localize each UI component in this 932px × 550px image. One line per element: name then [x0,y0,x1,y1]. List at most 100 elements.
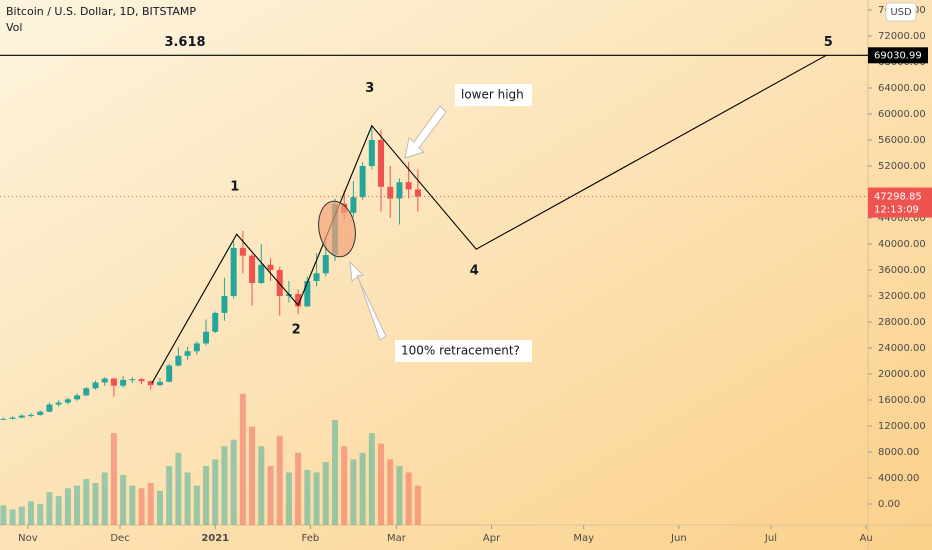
wave-label: 5 [824,35,833,50]
level-label: 69030.99 [874,50,922,61]
volume-bar [368,433,375,525]
volume-bar [414,485,421,525]
volume-bar [184,472,191,525]
y-tick-label: 20000.00 [878,369,926,380]
candle-body [129,379,136,381]
y-tick-label: 24000.00 [878,343,926,354]
currency-badge[interactable] [885,2,917,22]
volume-bar [46,492,53,525]
x-tick-label: Jul [764,533,777,544]
candle-body [101,378,108,383]
x-tick-label: Apr [483,533,501,544]
candle-body [239,247,246,256]
volume-bar [341,446,348,525]
candle-body [212,312,219,332]
candle-body [304,281,311,307]
candle-body [175,355,182,366]
volume-bar [396,465,403,525]
y-tick-label: 4000.00 [878,473,919,484]
y-tick-label: 44000.00 [878,213,926,224]
volume-bar [203,465,210,525]
volume-bar [285,472,292,525]
level-tag [868,47,928,64]
volume-bar [295,452,302,525]
volume-bar [313,472,320,525]
callout-text: 100% retracement? [401,344,520,358]
wave-label: 3 [365,81,374,96]
volume-bar [193,485,200,525]
candle-body [28,414,35,416]
volume-bar [331,420,338,525]
candle-body [0,418,7,420]
candle-body [138,379,145,382]
y-tick-label: 12000.00 [878,421,926,432]
volume-bar [120,475,127,525]
candle-body [55,402,62,405]
volume-bar [18,506,25,525]
y-tick-label: 36000.00 [878,265,926,276]
y-tick-label: 32000.00 [878,291,926,302]
volume-bar [221,446,228,525]
arrow [349,260,387,341]
candle-body [414,189,421,197]
candle-body [92,382,99,389]
volume-bar [147,483,154,525]
wave-label: 4 [470,264,479,279]
y-tick-label: 16000.00 [878,395,926,406]
candle-body [110,378,117,386]
candle-body [295,294,302,307]
candle-body [184,351,191,356]
candle-body [350,197,357,213]
x-tick-label: Mar [387,533,407,544]
y-tick-label: 64000.00 [878,83,926,94]
volume-bar [304,469,311,525]
callout-box [395,340,532,362]
volume-bar [110,433,117,525]
x-tick-label: 2021 [201,533,229,544]
candle-body [258,264,265,283]
volume-bar [74,485,81,525]
x-tick-label: Feb [302,533,320,544]
highlight-ellipse [318,200,356,258]
chart-title: Bitcoin / U.S. Dollar, 1D, BITSTAMP [6,5,196,18]
candle-body [378,139,385,187]
y-tick-label: 52000.00 [878,161,926,172]
volume-bar [101,472,108,525]
volume-bar [359,452,366,525]
volume-bar [267,465,274,525]
volume-bar [175,452,182,525]
currency[interactable]: USD [890,7,912,18]
candle-body [203,331,210,344]
y-tick-label: 60000.00 [878,109,926,120]
candle-body [387,186,394,199]
arrow [404,105,447,159]
volume-bar [249,426,256,525]
volume-bar [405,472,412,525]
countdown: 12:13:09 [874,205,919,216]
y-tick-label: 28000.00 [878,317,926,328]
candle-body [313,273,320,282]
candle-body [359,165,366,198]
candle-body [193,343,200,352]
volume-bar [166,465,173,525]
volume-bar [28,501,35,525]
x-tick-label: Jun [670,533,687,544]
volume-bar [212,459,219,525]
candle-body [322,255,329,274]
candle-body [405,182,412,190]
volume-bar [64,488,71,525]
candle-body [9,417,16,419]
candle-body [46,404,53,412]
price-label: 47298.85 [874,192,922,203]
volume-bar [276,435,283,525]
candle-body [147,381,154,386]
callout-box [455,84,532,106]
volume-bar [258,446,265,525]
volume-bar [156,490,163,525]
y-tick-label: 0.00 [878,499,900,510]
candle-body [221,295,228,313]
volume-bar [378,443,385,525]
candle-body [74,395,81,400]
